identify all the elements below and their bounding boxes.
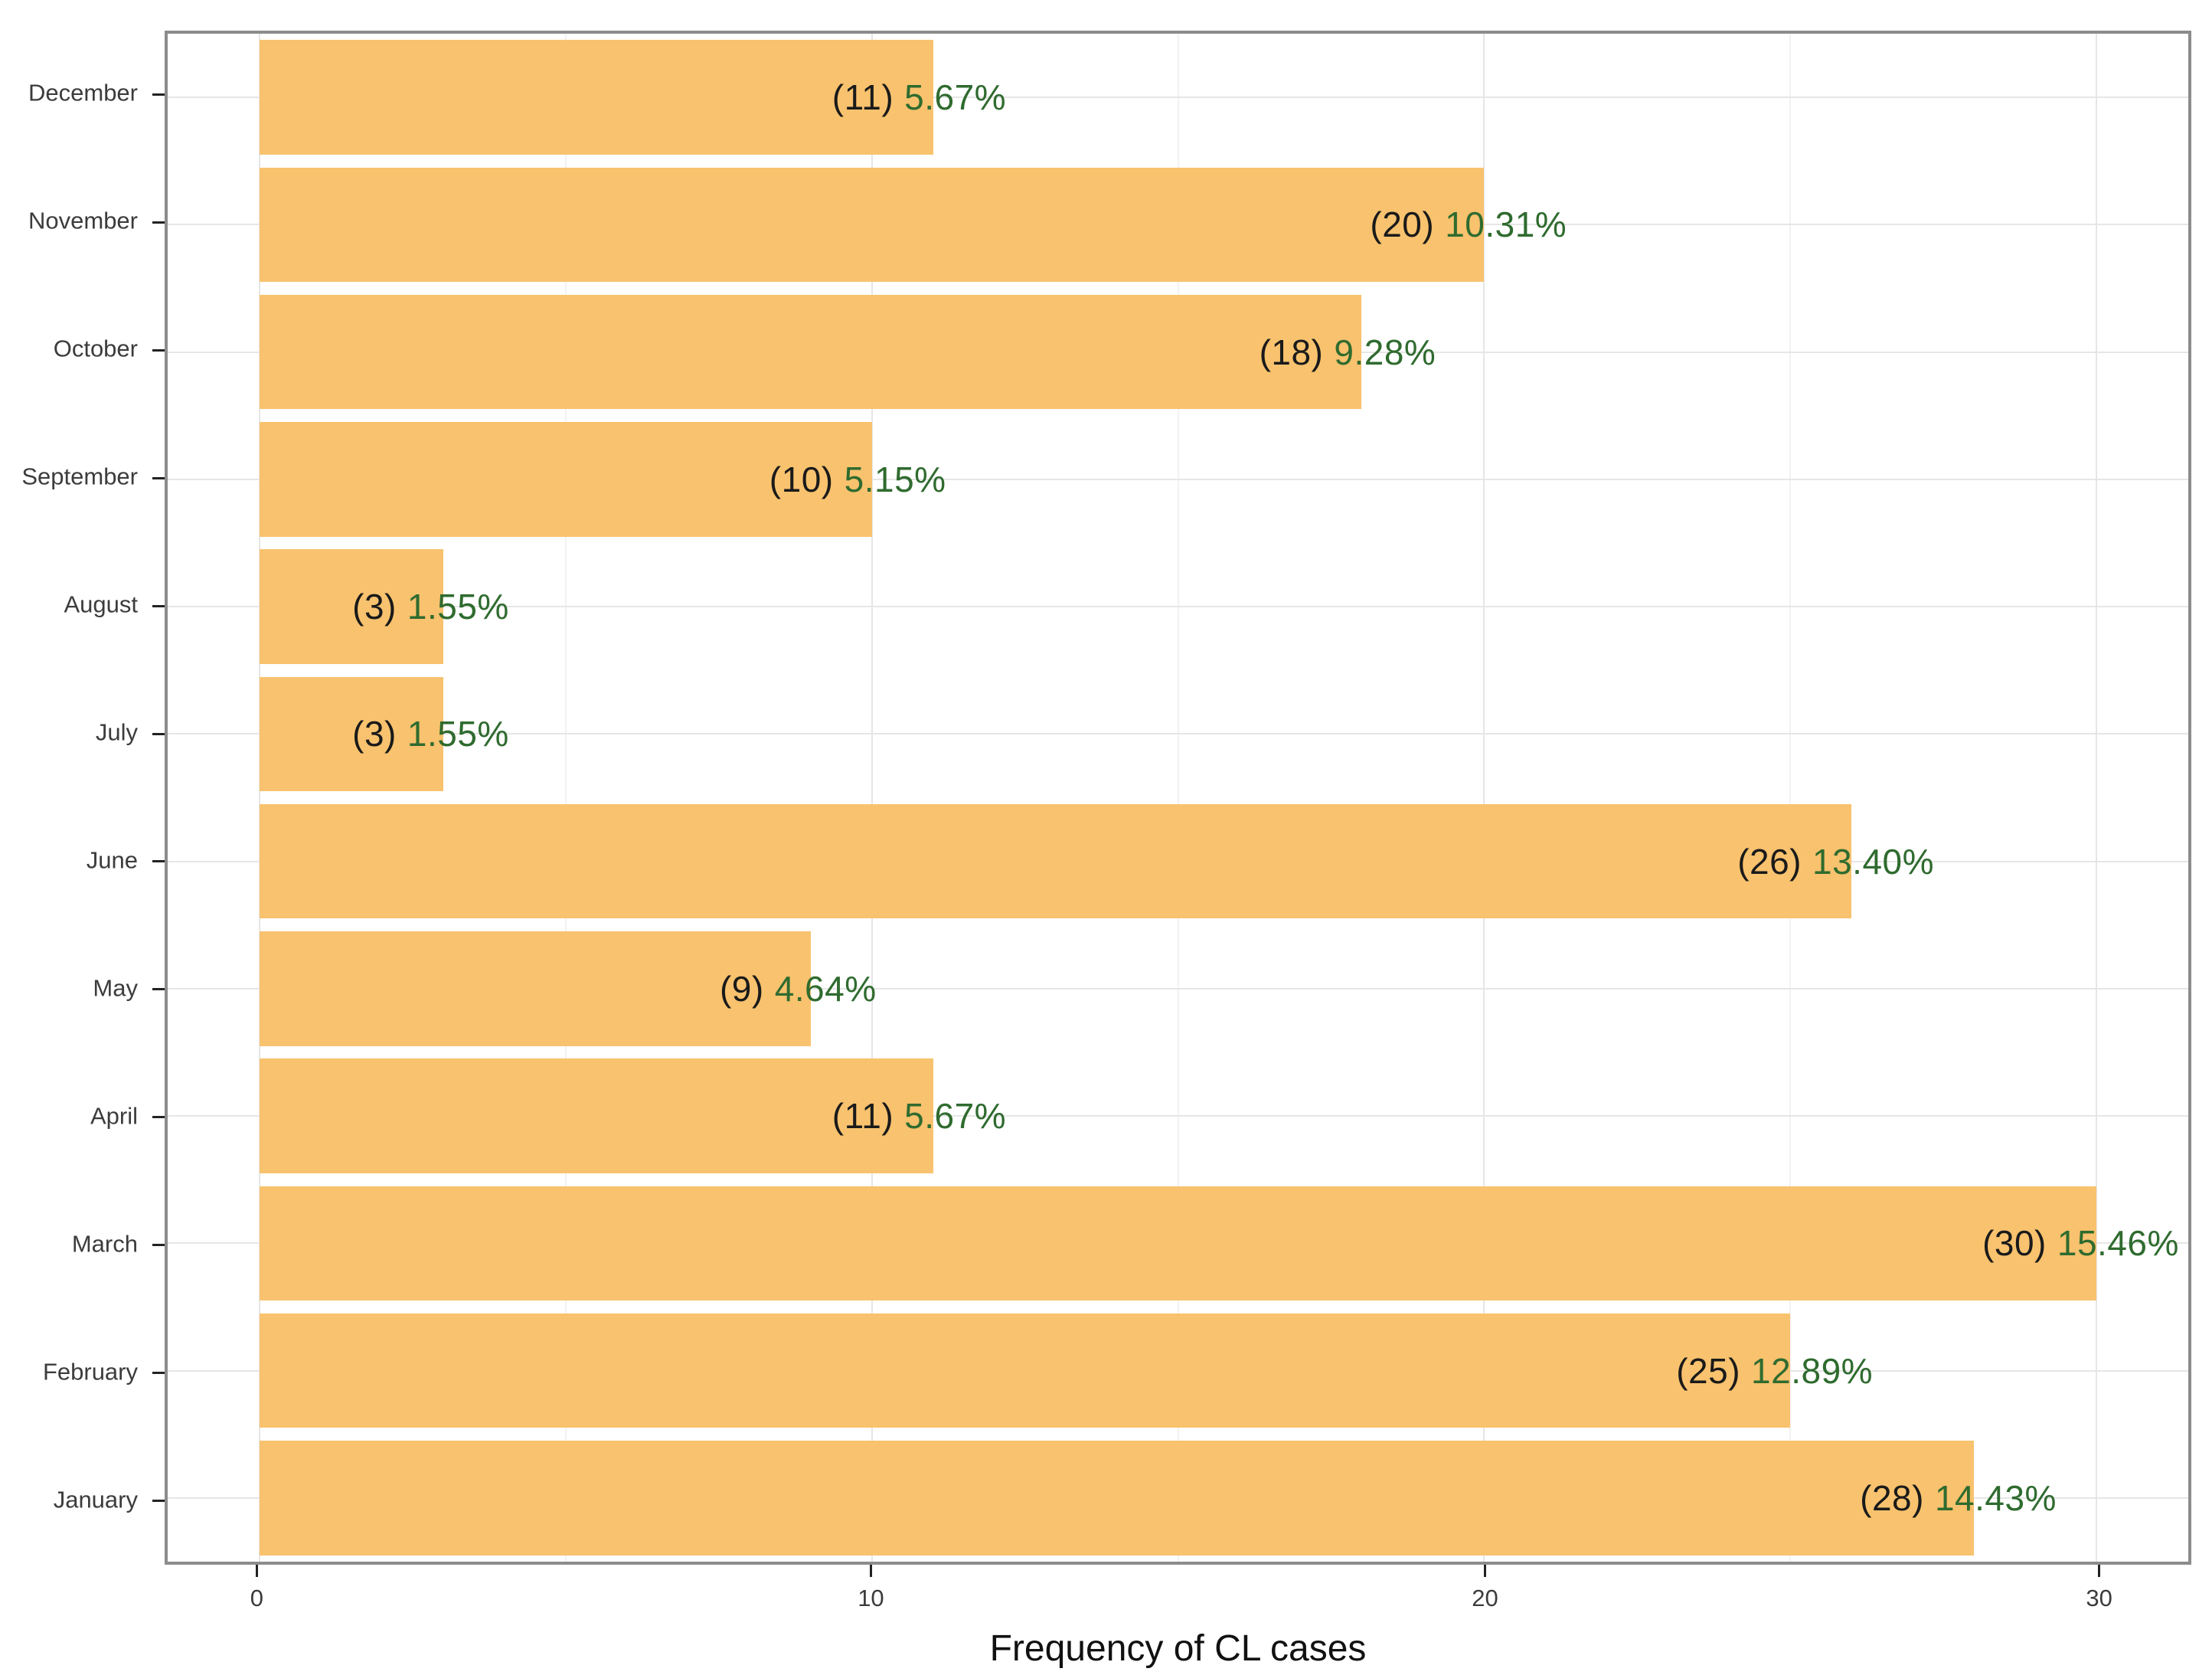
- gridline-vertical-major: [871, 34, 873, 1562]
- bar-may: [259, 931, 811, 1046]
- bar-june: [259, 803, 1852, 919]
- x-tick-mark: [869, 1565, 872, 1577]
- y-tick-mark: [152, 93, 165, 96]
- x-tick-mark: [2098, 1565, 2101, 1577]
- percent-label: 12.89%: [1751, 1350, 1874, 1391]
- bar-value-label-july: (3) 1.55%: [352, 713, 509, 754]
- bar-november: [259, 167, 1485, 283]
- gridline-horizontal: [168, 1115, 2188, 1117]
- y-tick-label-october: October: [53, 335, 138, 362]
- percent-label: 5.67%: [904, 77, 1007, 118]
- count-label: (20): [1370, 204, 1435, 245]
- x-axis-title: Frequency of CL cases: [989, 1628, 1367, 1669]
- bar-february: [259, 1313, 1791, 1428]
- y-tick-mark: [152, 988, 165, 991]
- gridline-vertical-minor: [1789, 34, 1792, 1562]
- y-tick-label-august: August: [64, 591, 138, 618]
- y-tick-mark: [152, 1372, 165, 1375]
- gridline-vertical-major: [2096, 34, 2098, 1562]
- y-tick-label-january: January: [53, 1486, 138, 1513]
- x-tick-label-0: 0: [250, 1585, 263, 1611]
- percent-label: 10.31%: [1445, 204, 1567, 245]
- y-tick-label-december: December: [28, 80, 138, 107]
- count-label: (3): [352, 587, 397, 627]
- percent-label: 5.67%: [904, 1096, 1007, 1137]
- count-label: (30): [1982, 1223, 2047, 1264]
- count-label: (11): [832, 1096, 894, 1137]
- y-tick-mark: [152, 1500, 165, 1503]
- bar-value-label-january: (28) 14.43%: [1860, 1477, 2057, 1519]
- y-tick-label-july: July: [95, 718, 138, 746]
- y-tick-label-april: April: [90, 1102, 138, 1130]
- bar-january: [259, 1441, 1975, 1556]
- bar-value-label-april: (11) 5.67%: [832, 1095, 1006, 1137]
- y-tick-label-november: November: [28, 207, 138, 234]
- y-tick-label-march: March: [71, 1230, 138, 1258]
- gridline-horizontal: [168, 97, 2188, 99]
- percent-label: 4.64%: [774, 968, 877, 1009]
- percent-label: 1.55%: [407, 714, 509, 754]
- y-tick-mark: [152, 221, 165, 224]
- y-tick-mark: [152, 1244, 165, 1247]
- x-tick-label-10: 10: [858, 1585, 884, 1611]
- gridline-horizontal: [168, 606, 2188, 608]
- gridline-vertical-major: [1483, 34, 1485, 1562]
- y-tick-label-may: May: [93, 974, 138, 1002]
- count-label: (18): [1259, 332, 1324, 372]
- count-label: (11): [832, 77, 894, 118]
- bar-value-label-november: (20) 10.31%: [1370, 204, 1567, 245]
- y-tick-label-june: June: [86, 846, 138, 874]
- gridline-horizontal: [168, 733, 2188, 735]
- y-tick-label-september: September: [21, 463, 138, 490]
- count-label: (26): [1737, 841, 1802, 882]
- x-tick-label-20: 20: [1472, 1585, 1498, 1611]
- y-tick-mark: [152, 1116, 165, 1119]
- y-tick-mark: [152, 476, 165, 479]
- y-tick-mark: [152, 732, 165, 735]
- y-tick-mark: [152, 604, 165, 607]
- bar-value-label-february: (25) 12.89%: [1676, 1350, 1873, 1392]
- percent-label: 15.46%: [2057, 1223, 2179, 1264]
- gridline-horizontal: [168, 987, 2188, 990]
- x-tick-label-30: 30: [2086, 1585, 2112, 1611]
- bar-august: [259, 549, 443, 664]
- bar-value-label-december: (11) 5.67%: [832, 77, 1006, 118]
- bar-value-label-september: (10) 5.15%: [769, 459, 946, 500]
- x-tick-mark: [1484, 1565, 1487, 1577]
- percent-label: 1.55%: [407, 587, 509, 627]
- x-tick-mark: [255, 1565, 258, 1577]
- gridline-vertical-minor: [564, 34, 567, 1562]
- plot-panel: (11) 5.67% (20) 10.31% (18) 9.28% (10) 5.15% (3)…: [165, 31, 2191, 1565]
- bar-july: [259, 676, 443, 792]
- bar-april: [259, 1058, 933, 1173]
- y-tick-label-february: February: [42, 1358, 138, 1385]
- percent-label: 13.40%: [1812, 841, 1935, 882]
- count-label: (9): [719, 968, 764, 1009]
- count-label: (25): [1676, 1350, 1741, 1391]
- bar-march: [259, 1186, 2097, 1301]
- y-tick-mark: [152, 860, 165, 863]
- percent-label: 9.28%: [1334, 332, 1436, 372]
- gridline-vertical-major: [258, 34, 260, 1562]
- bar-value-label-march: (30) 15.46%: [1982, 1222, 2179, 1264]
- bar-value-label-august: (3) 1.55%: [352, 586, 509, 627]
- percent-label: 14.43%: [1934, 1477, 2057, 1518]
- bar-december: [259, 40, 933, 155]
- count-label: (28): [1860, 1477, 1924, 1518]
- bar-value-label-june: (26) 13.40%: [1737, 841, 1934, 882]
- bar-value-label-october: (18) 9.28%: [1260, 332, 1436, 373]
- count-label: (10): [769, 459, 834, 499]
- bar-value-label-may: (9) 4.64%: [720, 968, 877, 1009]
- y-tick-mark: [152, 348, 165, 352]
- percent-label: 5.15%: [844, 459, 946, 499]
- count-label: (3): [352, 714, 397, 754]
- bar-september: [259, 422, 872, 537]
- gridline-vertical-minor: [1177, 34, 1179, 1562]
- gridline-horizontal: [168, 478, 2188, 480]
- bar-october: [259, 294, 1362, 410]
